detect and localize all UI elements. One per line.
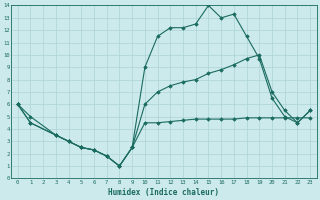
X-axis label: Humidex (Indice chaleur): Humidex (Indice chaleur) xyxy=(108,188,220,197)
